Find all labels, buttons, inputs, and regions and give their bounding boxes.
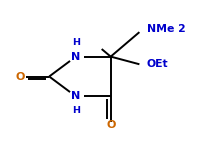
Text: NMe 2: NMe 2 (146, 24, 184, 34)
Text: N: N (71, 91, 80, 101)
Text: O: O (16, 71, 25, 82)
Text: H: H (71, 38, 80, 47)
Text: N: N (71, 52, 80, 62)
Text: O: O (105, 120, 115, 131)
Text: H: H (71, 106, 80, 115)
Text: OEt: OEt (146, 59, 167, 69)
